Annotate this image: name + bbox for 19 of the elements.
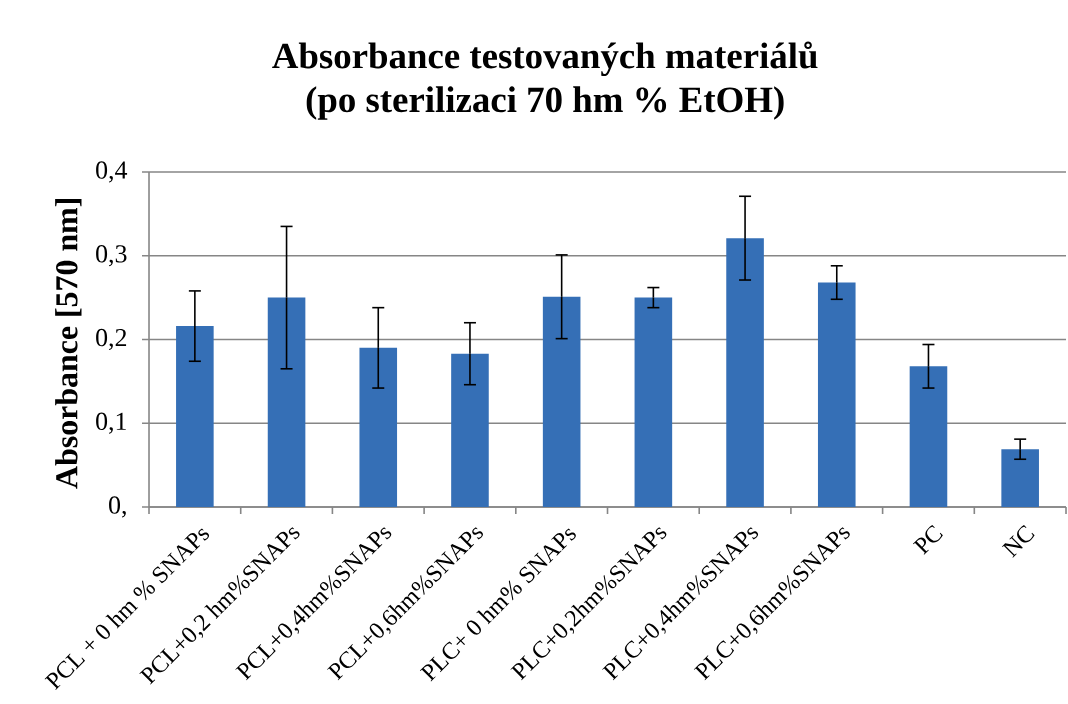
- x-tick-label: NC: [1001, 525, 1035, 558]
- bar: [267, 297, 306, 507]
- y-axis-title: Absorbance [570 nm]: [55, 199, 82, 489]
- bar: [817, 282, 856, 507]
- bar: [176, 326, 214, 507]
- bar: [634, 297, 673, 507]
- x-tick-label: PC: [912, 525, 943, 555]
- bar: [726, 238, 764, 507]
- bar: [1001, 449, 1039, 507]
- y-tick-label: 0,1: [96, 412, 126, 434]
- y-tick-label: 0,3: [96, 245, 127, 267]
- bar: [451, 353, 489, 507]
- y-tick-label: 0,2: [96, 328, 127, 351]
- y-tick-label: 0,4: [96, 161, 128, 183]
- y-tick-label: 0,: [109, 496, 126, 518]
- bar: [909, 366, 948, 507]
- bar: [359, 347, 398, 507]
- chart-title: Absorbance testovaných materiálů (po sterilizaci 70 hm % EtOH): [272, 41, 818, 120]
- bar: [542, 296, 581, 507]
